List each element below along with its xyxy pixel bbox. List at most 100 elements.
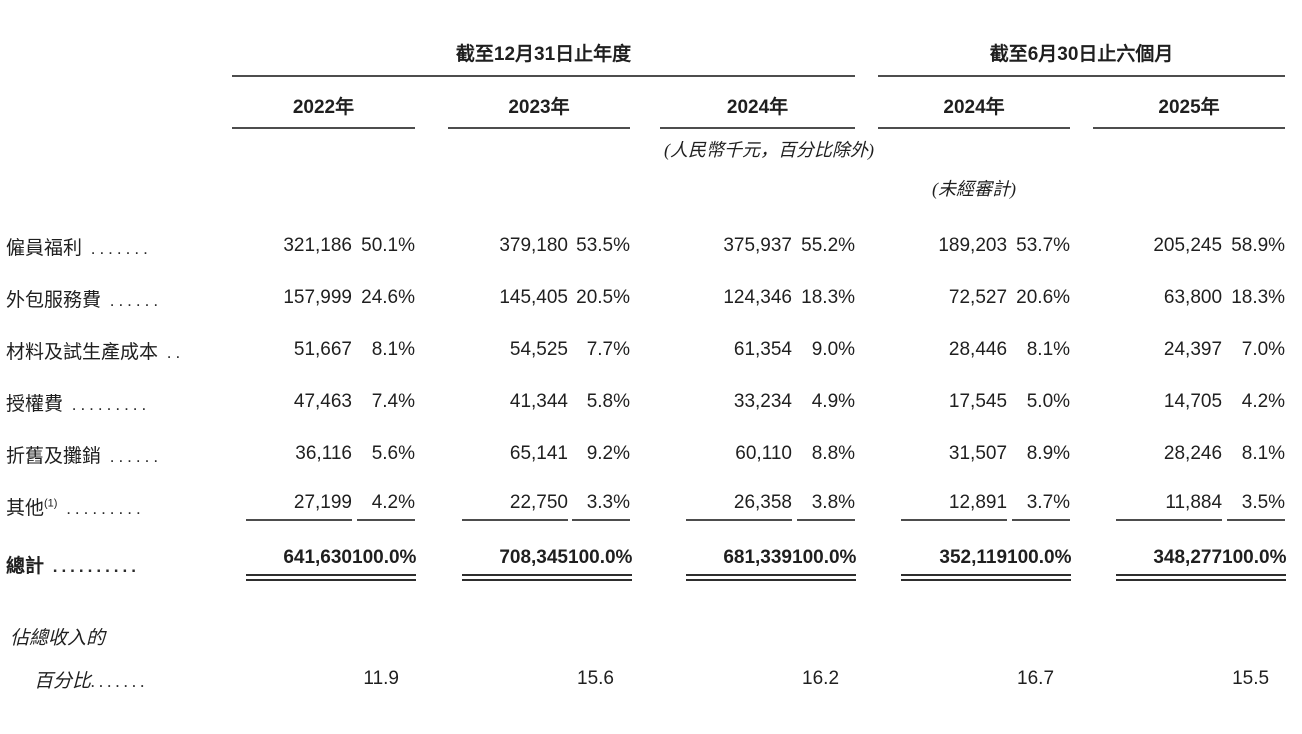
- leader-dots: ......: [101, 290, 163, 310]
- column-gap: [855, 324, 878, 376]
- column-gap: [630, 272, 660, 324]
- column-gap: [630, 76, 660, 128]
- empty-cell: [1070, 168, 1302, 208]
- column-gap: [630, 480, 660, 532]
- value-cell: 14,705: [1163, 391, 1223, 412]
- column-gap: [855, 480, 878, 532]
- percent-cell: 3.7%: [1007, 480, 1071, 532]
- label-column-spacer: [0, 76, 232, 128]
- value-cell: 36,116: [295, 443, 352, 464]
- column-gap: [855, 76, 878, 128]
- total-row: 總計 .......... 641,630 100.0% 708,345 100.0% 6…: [0, 532, 1302, 596]
- spacer-row: [0, 596, 1302, 616]
- row-label: 外包服務費 ......: [6, 289, 163, 311]
- value-cell: 24,397: [1163, 339, 1223, 360]
- year-header-2024: 2024年: [660, 76, 856, 129]
- leader-dots: ..: [158, 342, 185, 362]
- percent-cell: 18.3%: [801, 287, 856, 308]
- row-label: 僱員福利 .......: [6, 237, 152, 259]
- revenue-percentage-value: 15.5: [1232, 668, 1270, 689]
- column-gap: [630, 428, 660, 480]
- table-row: 折舊及攤銷 ...... 36,116 5.6% 65,141 9.2% 60,110 8.…: [0, 428, 1302, 480]
- empty-cell: [232, 656, 352, 702]
- table-row: 僱員福利 ....... 321,186 50.1% 379,180 53.5% 375,…: [0, 220, 1302, 272]
- percent-cell: 100.0%: [792, 532, 857, 596]
- column-gap: [630, 656, 660, 702]
- empty-cell: [232, 616, 1302, 656]
- value-cell: 33,234: [733, 391, 792, 412]
- column-gap: [630, 324, 660, 376]
- column-gap: [855, 14, 878, 76]
- percent-cell: 4.9%: [811, 391, 856, 412]
- column-gap: [1070, 532, 1093, 596]
- unaudited-note: (未經審計): [932, 179, 1017, 199]
- column-gap: [630, 376, 660, 428]
- percent-cell: 4.2%: [352, 480, 415, 532]
- percent-cell: 53.5%: [576, 235, 630, 256]
- value-cell: 205,245: [1153, 235, 1223, 256]
- column-gap: [415, 272, 448, 324]
- percent-cell: 18.3%: [1231, 287, 1286, 308]
- percent-cell: 5.0%: [1026, 391, 1071, 412]
- year-header-2024-interim: 2024年: [878, 76, 1071, 129]
- column-gap: [855, 376, 878, 428]
- value-cell: 124,346: [723, 287, 792, 308]
- value-cell: 17,545: [948, 391, 1008, 412]
- leader-dots: .........: [63, 394, 151, 414]
- value-cell: 348,277: [1093, 532, 1223, 596]
- percent-cell: 58.9%: [1231, 235, 1286, 256]
- cost-breakdown-table: 截至12月31日止年度 截至6月30日止六個月 2022年 2023年 2024…: [0, 14, 1302, 702]
- footnote-marker: (1): [44, 497, 58, 510]
- value-cell: 54,525: [509, 339, 568, 360]
- percent-cell: 50.1%: [361, 235, 415, 256]
- percent-cell: 100.0%: [568, 532, 633, 596]
- year-header-2022: 2022年: [232, 76, 415, 129]
- percent-cell: 9.2%: [586, 443, 630, 464]
- value-cell: 379,180: [499, 235, 568, 256]
- column-gap: [1285, 272, 1302, 324]
- value-cell: 681,339: [660, 532, 792, 596]
- value-cell: 11,884: [1093, 480, 1223, 532]
- column-gap: [1285, 76, 1302, 128]
- leader-dots: ..........: [44, 556, 140, 576]
- column-gap: [1070, 220, 1093, 272]
- column-gap: [855, 272, 878, 324]
- percent-cell: 4.2%: [1241, 391, 1286, 412]
- value-cell: 47,463: [293, 391, 352, 412]
- column-gap: [415, 532, 448, 596]
- empty-cell: [0, 128, 660, 168]
- percent-cell: 8.1%: [1241, 443, 1286, 464]
- percent-cell: 3.3%: [568, 480, 630, 532]
- footer-percent-row: 百分比....... 11.9 15.6 16.2 16.7 15.5: [0, 656, 1302, 702]
- column-gap: [1070, 428, 1093, 480]
- value-cell: 375,937: [723, 235, 792, 256]
- value-cell: 157,999: [283, 287, 352, 308]
- percent-cell: 53.7%: [1016, 235, 1071, 256]
- percent-cell: 8.1%: [371, 339, 415, 360]
- value-cell: 51,667: [293, 339, 352, 360]
- column-gap: [1285, 428, 1302, 480]
- row-label: 材料及試生產成本 ..: [6, 341, 185, 363]
- value-cell: 27,199: [232, 480, 352, 532]
- unaudited-note-row: (未經審計): [0, 168, 1302, 208]
- revenue-percentage-value: 16.7: [1017, 668, 1055, 689]
- row-label: 總計 ..........: [6, 555, 140, 577]
- value-cell: 708,345: [448, 532, 568, 596]
- empty-cell: [878, 128, 1302, 168]
- percent-cell: 100.0%: [1222, 532, 1287, 596]
- percent-cell: 20.5%: [576, 287, 630, 308]
- percent-cell: 7.0%: [1241, 339, 1286, 360]
- leader-dots: ......: [101, 446, 163, 466]
- percent-cell: 100.0%: [1007, 532, 1072, 596]
- value-cell: 65,141: [509, 443, 568, 464]
- leader-dots: .......: [91, 671, 149, 691]
- value-cell: 145,405: [499, 287, 568, 308]
- column-gap: [1285, 14, 1302, 76]
- empty-cell: [0, 168, 878, 208]
- empty-cell: [660, 656, 792, 702]
- column-gap: [855, 428, 878, 480]
- column-gap: [1285, 220, 1302, 272]
- percent-cell: 7.7%: [586, 339, 630, 360]
- value-cell: 61,354: [733, 339, 792, 360]
- value-cell: 41,344: [509, 391, 568, 412]
